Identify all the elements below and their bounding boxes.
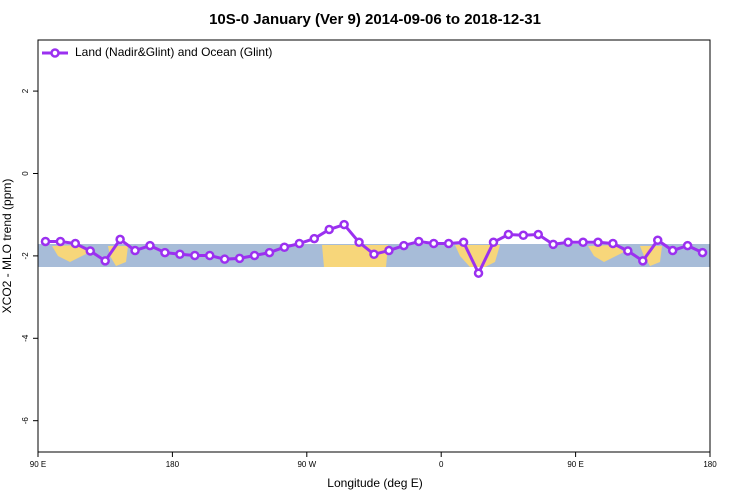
x-tick-label: 180 (703, 460, 717, 469)
x-tick-label: 0 (439, 460, 444, 469)
data-point (384, 245, 394, 256)
data-point (85, 246, 96, 256)
y-tick-label: -4 (21, 334, 30, 342)
x-tick-label: 180 (166, 460, 180, 469)
chart-title: 10S-0 January (Ver 9) 2014-09-06 to 2018… (209, 11, 541, 28)
data-point (100, 256, 110, 266)
data-point (294, 238, 305, 249)
data-point (428, 238, 439, 249)
data-point (414, 236, 424, 247)
y-axis-label: XCO2 - MLO trend (ppm) (0, 179, 14, 314)
y-tick-label: 0 (21, 171, 30, 176)
data-point (473, 268, 484, 278)
data-point (518, 230, 529, 241)
data-point (70, 238, 81, 249)
y-tick-label: -6 (21, 417, 30, 425)
data-point (638, 256, 648, 266)
data-point (667, 245, 678, 256)
data-point (130, 245, 140, 256)
data-point (682, 240, 693, 251)
data-point (443, 238, 454, 249)
data-point (309, 233, 320, 244)
legend-marker (50, 48, 60, 58)
data-point (339, 219, 349, 230)
x-axis-label: Longitude (deg E) (327, 476, 422, 490)
data-point (204, 250, 215, 261)
x-tick-label: 90 E (567, 460, 583, 469)
x-tick-label: 90 W (297, 460, 316, 469)
data-point (279, 242, 290, 252)
plot-frame (37, 39, 711, 453)
data-point (548, 239, 558, 250)
data-point (533, 229, 544, 240)
data-point (354, 237, 364, 248)
data-point (488, 237, 499, 248)
data-point (697, 247, 708, 258)
data-point (324, 224, 334, 235)
data-point (234, 253, 245, 264)
data-point (369, 249, 379, 259)
data-point (458, 237, 469, 248)
data-point (503, 229, 514, 240)
data-point (623, 246, 633, 256)
data-point (145, 240, 155, 251)
data-point (249, 250, 260, 261)
x-tick-label: 90 E (30, 460, 46, 469)
data-point (160, 247, 170, 258)
data-point (219, 254, 230, 264)
data-point (264, 247, 275, 258)
data-point (399, 240, 409, 251)
y-tick-label: 2 (21, 88, 30, 93)
data-point (593, 237, 603, 248)
land (52, 245, 90, 262)
data-point (55, 236, 66, 247)
data-point (175, 249, 185, 259)
data-point (652, 235, 663, 245)
y-tick-label: -2 (21, 252, 30, 260)
land (640, 246, 662, 266)
data-point (190, 250, 200, 261)
legend-label: Land (Nadir&Glint) and Ocean (Glint) (75, 45, 272, 59)
data-point (40, 236, 51, 247)
data-point (578, 237, 588, 248)
data-point (115, 234, 125, 245)
data-point (608, 238, 618, 249)
land (588, 245, 624, 262)
data-point (563, 237, 573, 248)
